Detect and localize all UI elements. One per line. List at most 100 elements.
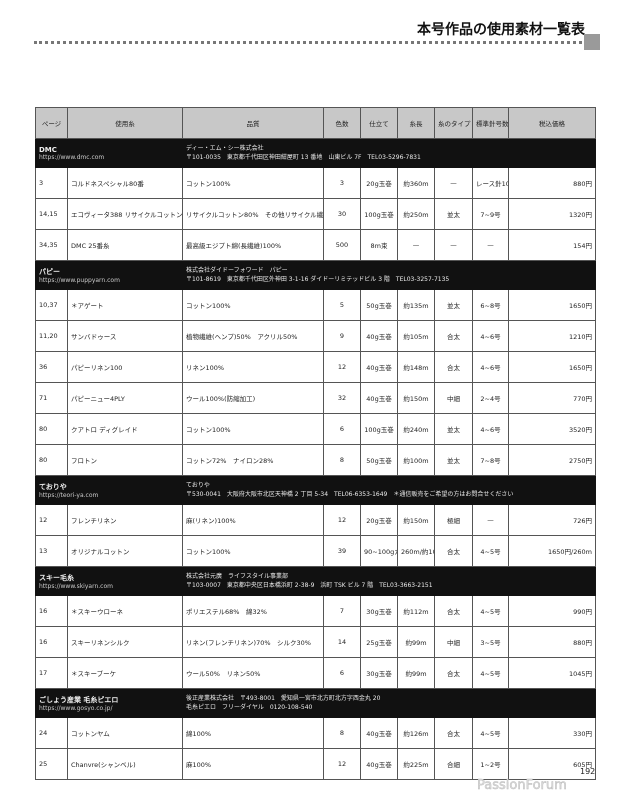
cell-0: 3 xyxy=(35,167,68,199)
cell-6: 並太 xyxy=(434,444,473,476)
page-number: 192 xyxy=(580,767,596,776)
cell-1: オリジナルコットン xyxy=(67,535,183,567)
cell-8: 1320円 xyxy=(508,198,596,230)
cell-1: ＊スキーウローネ xyxy=(67,595,183,627)
cell-1: クアトロ ディグレイド xyxy=(67,413,183,445)
column-header: 使用糸 xyxy=(67,107,183,139)
brand-name: DMC xyxy=(39,145,57,154)
cell-5: 約148m xyxy=(397,351,435,383)
cell-5: 260m/約100g xyxy=(397,535,435,567)
table-row: 17 ＊スキーブーケ ウール50% リネン50% 6 30g玉巻 約99m 合太 4~5号 10… xyxy=(35,657,596,689)
cell-7: 1~2号 xyxy=(472,748,509,780)
brand-url[interactable]: https://www.puppyarn.com xyxy=(39,276,120,284)
cell-6: 極細 xyxy=(434,504,473,536)
brand-url[interactable]: https://teori-ya.com xyxy=(39,491,99,499)
cell-0: 16 xyxy=(35,626,68,658)
cell-7: — xyxy=(472,504,509,536)
cell-3: 6 xyxy=(323,413,361,445)
cell-0: 14,15 xyxy=(35,198,68,230)
cell-2: 最高級エジプト綿(長繊維)100% xyxy=(182,229,324,261)
cell-2: コットン100% xyxy=(182,289,324,321)
cell-1: パピーニュー4PLY xyxy=(67,382,183,414)
cell-0: 71 xyxy=(35,382,68,414)
table-row: 80 クアトロ ディグレイド コットン100% 6 100g玉巻 約240m 並太 4~6号 3… xyxy=(35,413,596,445)
cell-6: 並太 xyxy=(434,198,473,230)
cell-6: 中細 xyxy=(434,382,473,414)
cell-5: 約225m xyxy=(397,748,435,780)
brand-row: ごしょう産業 毛糸ピエロ https://www.gosyo.co.jp/後正産業… xyxy=(35,688,596,718)
cell-8: 330円 xyxy=(508,717,596,749)
cell-0: 36 xyxy=(35,351,68,383)
column-header: 品質 xyxy=(182,107,324,139)
cell-7: 4~5号 xyxy=(472,717,509,749)
cell-0: 13 xyxy=(35,535,68,567)
brand-address: 〒101-8619 東京都千代田区外神田 3-1-16 ダイドーリミテッドビル … xyxy=(186,276,450,283)
page-title: 本号作品の使用素材一覧表 xyxy=(417,22,585,38)
cell-2: リネン(フレンチリネン)70% シルク30% xyxy=(182,626,324,658)
brand-address: 〒103-0007 東京都中央区日本橋浜町 2-38-9 浜町 TSK ビル 7… xyxy=(186,582,433,589)
cell-8: 154円 xyxy=(508,229,596,261)
cell-6: 合太 xyxy=(434,535,473,567)
cell-7: 2~4号 xyxy=(472,382,509,414)
column-header: 仕立て xyxy=(360,107,398,139)
cell-8: 1650円 xyxy=(508,351,596,383)
cell-8: 726円 xyxy=(508,504,596,536)
cell-4: 40g玉巻 xyxy=(360,748,398,780)
cell-8: 990円 xyxy=(508,595,596,627)
cell-4: 30g玉巻 xyxy=(360,657,398,689)
cell-5: — xyxy=(397,229,435,261)
cell-3: 5 xyxy=(323,289,361,321)
cell-3: 8 xyxy=(323,717,361,749)
cell-7: 4~6号 xyxy=(472,320,509,352)
cell-2: リサイクルコットン80% その他リサイクル繊維20% xyxy=(182,198,324,230)
cell-8: 1210円 xyxy=(508,320,596,352)
cell-0: 80 xyxy=(35,444,68,476)
cell-0: 11,20 xyxy=(35,320,68,352)
table-row: 80 フロトン コットン72% ナイロン28% 8 50g玉巻 約100m 並太 7~8号 27… xyxy=(35,444,596,476)
cell-6: 並太 xyxy=(434,289,473,321)
table-row: 3コルドネスペシャル80番コットン100%320g玉巻約360m—レース針10号… xyxy=(35,167,596,199)
cell-5: 約360m xyxy=(397,167,435,199)
cell-3: 39 xyxy=(323,535,361,567)
cell-4: 40g玉巻 xyxy=(360,717,398,749)
cell-0: 24 xyxy=(35,717,68,749)
cell-3: 500 xyxy=(323,229,361,261)
cell-7: 3~5号 xyxy=(472,626,509,658)
cell-6: 合太 xyxy=(434,351,473,383)
cell-6: 中細 xyxy=(434,626,473,658)
cell-2: コットン100% xyxy=(182,413,324,445)
column-header: 標準針号数 xyxy=(472,107,509,139)
cell-1: コルドネスペシャル80番 xyxy=(67,167,183,199)
cell-8: 2750円 xyxy=(508,444,596,476)
brand-row: スキー毛糸 https://www.skiyarn.com 株式会社元廣 ライフスタ… xyxy=(35,566,596,596)
cell-4: 90~100gカセ xyxy=(360,535,398,567)
cell-4: 40g玉巻 xyxy=(360,351,398,383)
table-row: 24 コットンヤム 綿100% 8 40g玉巻 約126m 合太 4~5号 330円 xyxy=(35,717,596,749)
cell-8: 605円 xyxy=(508,748,596,780)
cell-6: 並太 xyxy=(434,413,473,445)
table-row: 34,35 DMC 25番糸 最高級エジプト綿(長繊維)100% 500 8m束 — — —1… xyxy=(35,229,596,261)
cell-2: ウール100%(防縮加工) xyxy=(182,382,324,414)
cell-3: 30 xyxy=(323,198,361,230)
cell-3: 3 xyxy=(323,167,361,199)
cell-6: — xyxy=(434,229,473,261)
cell-2: コットン72% ナイロン28% xyxy=(182,444,324,476)
cell-5: 約250m xyxy=(397,198,435,230)
cell-6: 合太 xyxy=(434,320,473,352)
brand-url[interactable]: https://www.gosyo.co.jp/ xyxy=(39,704,113,712)
brand-url[interactable]: https://www.dmc.com xyxy=(39,153,105,161)
brand-address: 〒101-0035 東京都千代田区神田紺屋町 13 番地 山東ビル 7F TEL… xyxy=(186,154,421,161)
brand-url[interactable]: https://www.skiyarn.com xyxy=(39,582,113,590)
cell-5: 約99m xyxy=(397,626,435,658)
cell-2: 綿100% xyxy=(182,717,324,749)
cell-1: ＊スキーブーケ xyxy=(67,657,183,689)
cell-7: 4~5号 xyxy=(472,657,509,689)
column-header: ページ xyxy=(35,107,68,139)
cell-0: 12 xyxy=(35,504,68,536)
brand-row: ておりや https://teori-ya.com ておりや 〒530-0041 大阪… xyxy=(35,475,596,505)
cell-6: 合太 xyxy=(434,717,473,749)
cell-1: サンバドゥース xyxy=(67,320,183,352)
cell-5: 約99m xyxy=(397,657,435,689)
cell-0: 17 xyxy=(35,657,68,689)
cell-7: 6~8号 xyxy=(472,289,509,321)
